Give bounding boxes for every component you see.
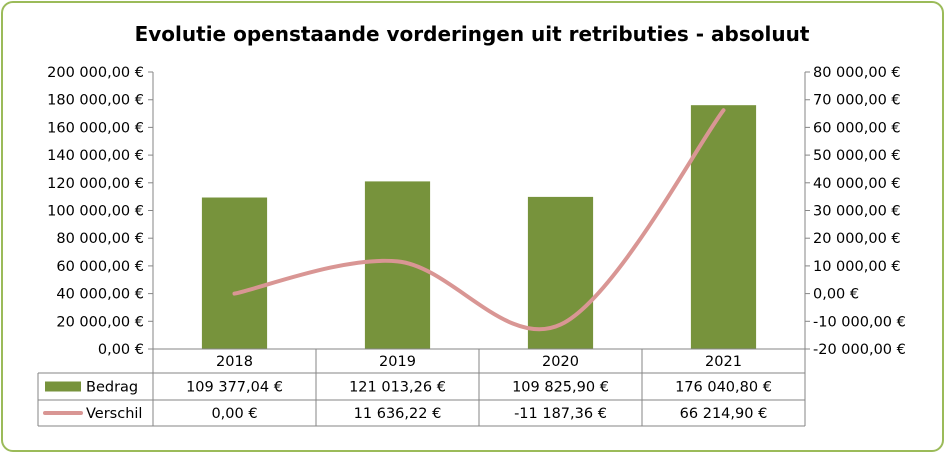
legend-label-verschil: Verschil: [86, 406, 142, 422]
y-left-tick-label: 200 000,00 €: [47, 65, 144, 81]
data-label-verschil-2018: 0,00 €: [211, 406, 257, 422]
x-tick-label-2018: 2018: [216, 354, 253, 370]
data-label-verschil-2021: 66 214,90 €: [680, 406, 768, 422]
y-left-tick-label: 180 000,00 €: [47, 93, 144, 109]
chart-title: Evolutie openstaande vorderingen uit ret…: [135, 22, 810, 46]
y-right-tick-label: 70 000,00 €: [813, 93, 901, 109]
y-right-tick-label: 20 000,00 €: [813, 231, 901, 247]
x-tick-label-2020: 2020: [542, 354, 579, 370]
x-tick-label-2021: 2021: [705, 354, 742, 370]
line-point-2020: [559, 323, 562, 327]
y-axis-left: 0,00 € 20 000,00 € 40 000,00 € 60 000,00 € 8…: [47, 65, 154, 358]
y-left-tick-label: 80 000,00 €: [56, 231, 144, 247]
y-right-tick-label: -20 000,00 €: [813, 342, 906, 358]
y-right-tick-label: 60 000,00 €: [813, 120, 901, 136]
data-label-bedrag-2020: 109 825,90 €: [512, 380, 609, 396]
chart-svg: Evolutie openstaande vorderingen uit ret…: [37, 22, 906, 427]
line-series: [232, 108, 726, 332]
legend-label-bedrag: Bedrag: [86, 380, 138, 396]
y-right-tick-label: 0,00 €: [813, 287, 859, 303]
data-label-bedrag-2019: 121 013,26 €: [349, 380, 446, 396]
y-left-tick-label: 0,00 €: [98, 342, 144, 358]
line-point-2019: [396, 259, 399, 263]
legend-key-bedrag: [45, 381, 81, 392]
y-left-tick-label: 140 000,00 €: [47, 148, 144, 164]
y-left-tick-label: 60 000,00 €: [56, 259, 144, 275]
bar-series: [201, 105, 757, 349]
x-tick-label-2019: 2019: [379, 354, 416, 370]
line-verschil: [232, 108, 726, 332]
y-right-tick-label: 10 000,00 €: [813, 259, 901, 275]
bar-2019: [364, 181, 431, 349]
y-left-tick-label: 40 000,00 €: [56, 287, 144, 303]
y-right-tick-label: -10 000,00 €: [813, 314, 906, 330]
data-table: 2018 2019 2020 2021 Bedrag 109 377,04 € 121 01…: [37, 348, 806, 427]
y-right-tick-label: 30 000,00 €: [813, 204, 901, 220]
y-left-tick-label: 20 000,00 €: [56, 314, 144, 330]
data-label-bedrag-2018: 109 377,04 €: [186, 380, 283, 396]
data-label-verschil-2020: -11 187,36 €: [514, 406, 607, 422]
y-left-tick-label: 120 000,00 €: [47, 176, 144, 192]
data-label-bedrag-2021: 176 040,80 €: [675, 380, 772, 396]
line-point-2021: [722, 108, 725, 112]
line-point-2018: [233, 292, 236, 296]
y-axis-right: -20 000,00 € -10 000,00 € 0,00 € 10 000,00 …: [804, 65, 906, 358]
y-left-tick-label: 160 000,00 €: [47, 120, 144, 136]
y-right-tick-label: 50 000,00 €: [813, 148, 901, 164]
bar-2018: [201, 197, 268, 349]
data-label-verschil-2019: 11 636,22 €: [354, 406, 442, 422]
y-left-tick-label: 100 000,00 €: [47, 204, 144, 220]
y-right-tick-label: 40 000,00 €: [813, 176, 901, 192]
y-right-tick-label: 80 000,00 €: [813, 65, 901, 81]
